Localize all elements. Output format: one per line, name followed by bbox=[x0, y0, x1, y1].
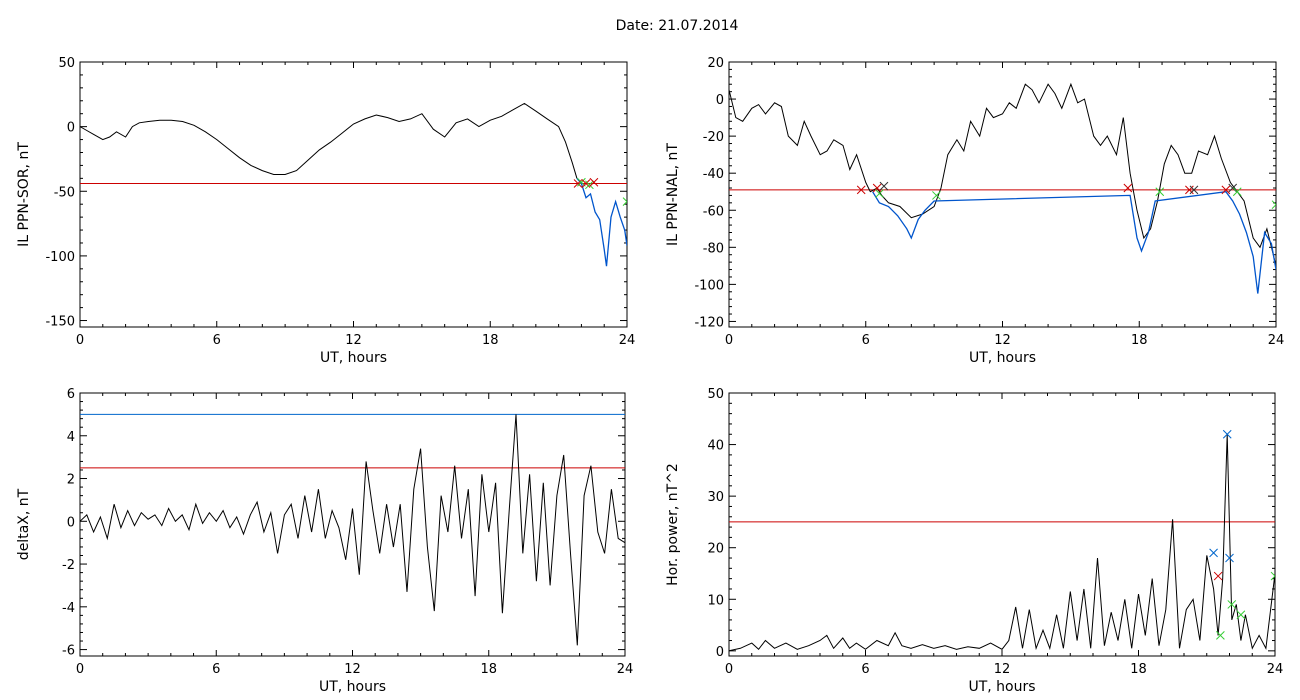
y-tick-label: 0 bbox=[716, 645, 724, 660]
cross-marker bbox=[1185, 185, 1194, 195]
x-tick-label: 6 bbox=[213, 333, 221, 348]
chart-panel-sor: 0 6 12 18 24 -150 -100 -50 0 50 UT, hours IL PPN-SO… bbox=[16, 56, 635, 366]
y-tick-label: 20 bbox=[707, 542, 724, 557]
y-tick-label: -2 bbox=[62, 558, 75, 573]
y-axis-label: deltaX, nT bbox=[16, 488, 32, 560]
y-tick-label: 6 bbox=[67, 387, 75, 402]
chart-panel-power: 0 6 12 18 24 0 10 20 30 40 50 UT, hours Hor. power, … bbox=[665, 387, 1283, 695]
y-tick-label: 50 bbox=[58, 56, 75, 71]
y-tick-label: -120 bbox=[694, 315, 724, 330]
x-tick-label: 18 bbox=[482, 333, 499, 348]
x-tick-label: 12 bbox=[344, 662, 361, 677]
plot-area bbox=[80, 102, 627, 267]
plot-frame bbox=[728, 392, 1276, 657]
x-tick-label: 24 bbox=[617, 662, 634, 677]
y-tick-label: 2 bbox=[67, 473, 75, 488]
series-line bbox=[729, 434, 1275, 652]
cross-marker bbox=[879, 181, 889, 191]
x-tick-label: 0 bbox=[725, 662, 733, 677]
plot-frame bbox=[79, 61, 628, 328]
cross-marker bbox=[1209, 548, 1218, 558]
cross-marker bbox=[1225, 553, 1234, 563]
cross-marker bbox=[932, 191, 941, 200]
chart-panel-nal: 0 6 12 18 24 -120 -100 -80 -60 -40 -20 0 20 UT, hours… bbox=[665, 56, 1284, 366]
y-tick-label: 30 bbox=[707, 490, 724, 505]
series-line bbox=[80, 102, 578, 179]
cross-marker bbox=[875, 189, 884, 198]
x-tick-label: 12 bbox=[345, 333, 362, 348]
figure-title: Date: 21.07.2014 bbox=[615, 18, 739, 34]
y-tick-label: -20 bbox=[703, 130, 724, 145]
x-axis-label: UT, hours bbox=[969, 350, 1036, 366]
y-axis-label: IL PPN-NAL, nT bbox=[665, 143, 681, 246]
y-tick-label: 50 bbox=[707, 387, 724, 402]
y-axis-label: Hor. power, nT^2 bbox=[665, 463, 681, 586]
cross-marker bbox=[1271, 200, 1276, 210]
y-tick-label: -6 bbox=[62, 644, 75, 659]
cross-marker bbox=[585, 180, 594, 190]
cross-marker bbox=[1270, 571, 1275, 581]
x-tick-label: 6 bbox=[861, 662, 869, 677]
x-tick-label: 12 bbox=[994, 333, 1011, 348]
y-tick-label: 20 bbox=[707, 56, 724, 71]
y-tick-label: -4 bbox=[62, 601, 75, 616]
below-threshold-line bbox=[872, 191, 1276, 294]
series-line bbox=[80, 414, 625, 646]
cross-marker bbox=[1227, 600, 1237, 609]
cross-marker bbox=[1222, 429, 1232, 439]
y-tick-label: 40 bbox=[707, 439, 724, 454]
plot-area bbox=[729, 429, 1275, 652]
x-tick-label: 24 bbox=[619, 333, 636, 348]
cross-marker bbox=[1155, 187, 1165, 197]
x-tick-label: 24 bbox=[1267, 662, 1284, 677]
x-tick-label: 0 bbox=[725, 333, 733, 348]
cross-marker bbox=[1189, 185, 1199, 195]
y-tick-label: 0 bbox=[716, 93, 724, 108]
plot-area bbox=[729, 82, 1276, 294]
plot-area bbox=[80, 413, 625, 646]
cross-marker bbox=[856, 185, 866, 195]
cross-marker bbox=[1213, 571, 1223, 581]
y-tick-label: -100 bbox=[45, 250, 75, 265]
series-line bbox=[729, 82, 1276, 266]
y-tick-label: -80 bbox=[703, 241, 724, 256]
y-axis-label: IL PPN-SOR, nT bbox=[16, 142, 32, 247]
cross-marker bbox=[589, 177, 599, 187]
x-tick-label: 0 bbox=[76, 662, 84, 677]
x-tick-label: 24 bbox=[1268, 333, 1285, 348]
cross-marker bbox=[1232, 187, 1242, 197]
x-tick-label: 6 bbox=[862, 333, 870, 348]
cross-marker bbox=[1123, 183, 1133, 193]
x-axis-label: UT, hours bbox=[320, 350, 387, 366]
cross-marker bbox=[872, 183, 882, 193]
x-tick-label: 6 bbox=[212, 662, 220, 677]
x-tick-label: 18 bbox=[480, 662, 497, 677]
y-tick-label: -150 bbox=[45, 315, 75, 330]
plot-frame bbox=[728, 61, 1277, 328]
x-tick-label: 18 bbox=[1131, 333, 1148, 348]
y-tick-label: -100 bbox=[694, 278, 724, 293]
x-axis-label: UT, hours bbox=[319, 679, 386, 695]
y-tick-label: 4 bbox=[67, 430, 75, 445]
x-tick-label: 18 bbox=[1130, 662, 1147, 677]
cross-marker bbox=[1236, 610, 1246, 620]
y-tick-label: 0 bbox=[67, 121, 75, 136]
y-tick-label: -40 bbox=[703, 167, 724, 182]
cross-marker bbox=[622, 197, 627, 206]
y-tick-label: -50 bbox=[54, 185, 75, 200]
x-tick-label: 12 bbox=[994, 662, 1011, 677]
y-tick-label: 0 bbox=[67, 515, 75, 530]
y-tick-label: 10 bbox=[707, 593, 724, 608]
x-tick-label: 0 bbox=[76, 333, 84, 348]
x-axis-label: UT, hours bbox=[968, 679, 1035, 695]
y-tick-label: -60 bbox=[703, 204, 724, 219]
cross-marker bbox=[1228, 183, 1238, 193]
cross-marker bbox=[1221, 185, 1231, 195]
cross-marker bbox=[1216, 631, 1225, 640]
below-threshold-line bbox=[576, 177, 627, 267]
